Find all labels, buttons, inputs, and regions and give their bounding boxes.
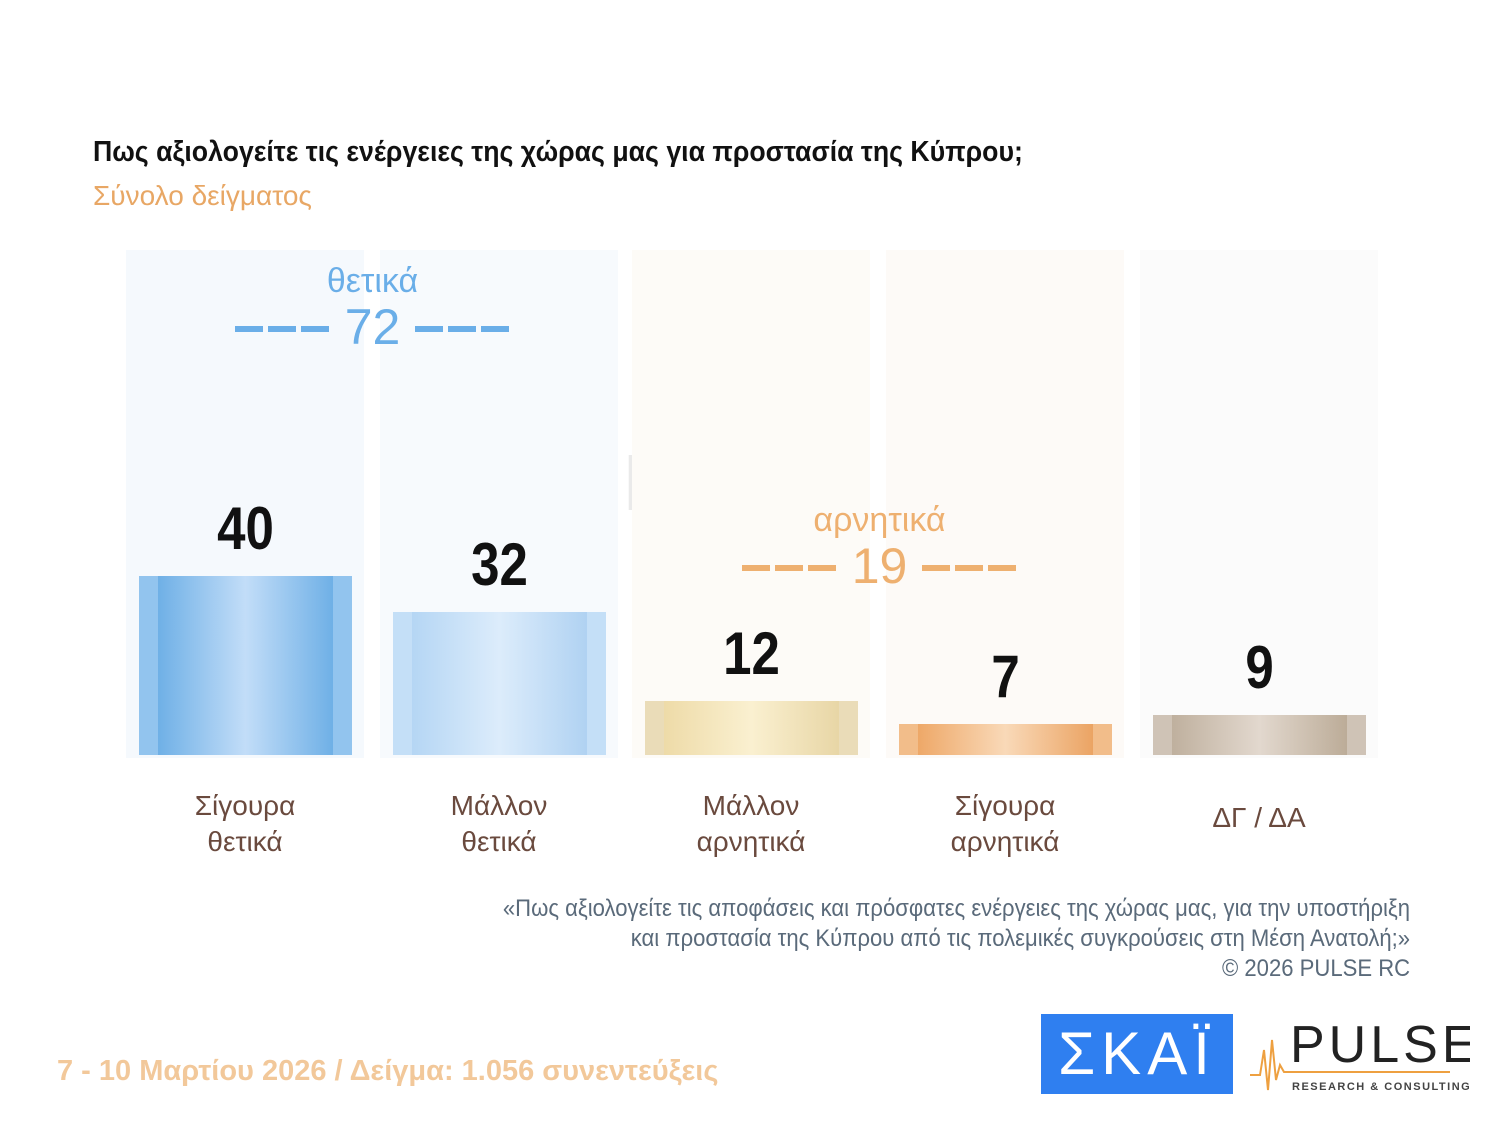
copyright: © 2026 PULSE RC [1221,955,1410,982]
chart-subtitle: Σύνολο δείγματος [93,180,312,211]
pulse-logo: PULSE RESEARCH & CONSULTING [1250,1016,1470,1093]
chart-title: Πως αξιολογείτε τις ενέργειες της χώρας … [93,136,1023,168]
survey-footer: 7 - 10 Μαρτίου 2026 / Δείγμα: 1.056 συνε… [57,1055,719,1087]
group-positive-dash-right [415,326,510,332]
value-label: 12 [723,620,780,688]
value-label: 32 [471,530,528,598]
category-label-line: αρνητικά [950,826,1060,857]
bar-2 [393,611,606,755]
category-label-line: Σίγουρα [954,790,1056,821]
svg-text:RESEARCH & CONSULTING: RESEARCH & CONSULTING [1292,1081,1470,1093]
group-negative-label: αρνητικά [813,501,946,539]
category-label-line: Σίγουρα [194,790,296,821]
bar-1 [139,576,352,755]
group-positive-dash-left [235,326,330,332]
svg-text:PULSE: PULSE [1290,1016,1470,1074]
bar-4 [899,723,1112,755]
category-label-line: θετικά [461,826,537,857]
group-negative-dash-left [742,565,837,571]
category-label-line: θετικά [207,826,283,857]
column-background [886,250,1124,758]
note-line: και προστασία της Κύπρου από τις πολεμικ… [630,925,1410,952]
bar-5 [1153,714,1366,755]
value-label: 7 [991,642,1020,710]
group-negative: αρνητικά 19 [737,501,1022,592]
group-negative-total: 19 [851,538,908,594]
category-label-line: Μάλλον [702,790,800,821]
category-label-line: ΔΓ / ΔΑ [1212,802,1306,833]
value-label: 9 [1245,633,1274,701]
value-label: 40 [217,495,274,562]
skai-logo: ΣΚΑΪ [1041,1014,1233,1094]
note-line: «Πως αξιολογείτε τις αποφάσεις και πρόσφ… [502,895,1410,922]
category-label: Σίγουρα αρνητικά [886,788,1124,860]
column-background [1140,250,1378,758]
category-label-line: αρνητικά [696,826,806,857]
column-background [632,250,870,758]
category-label: Σίγουρα θετικά [126,788,364,860]
category-label: Μάλλον αρνητικά [632,788,870,860]
category-label: Μάλλον θετικά [380,788,618,860]
group-positive-label: θετικά [326,262,419,300]
bar-3 [645,701,858,755]
question-note: «Πως αξιολογείτε τις αποφάσεις και πρόσφ… [503,894,1410,984]
category-label: ΔΓ / ΔΑ [1140,800,1378,836]
group-positive: θετικά 72 [230,262,515,353]
group-negative-dash-right [922,565,1017,571]
group-positive-total: 72 [344,299,401,355]
category-label-line: Μάλλον [450,790,548,821]
